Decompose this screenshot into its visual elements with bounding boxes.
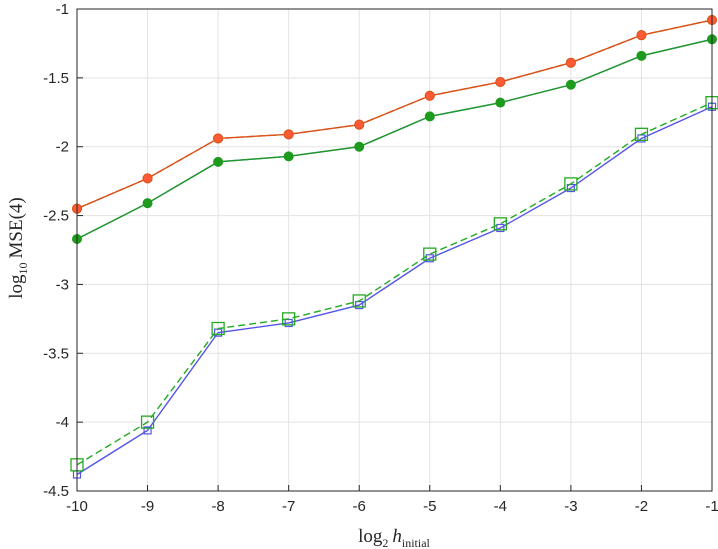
ticks: -10 -9 -8 -7 -6 -5 -4 -3 -2 -1 -4.5 -4 -3.5 -3 -2.5 -2 -… [43, 1, 718, 515]
data-point [493, 217, 507, 231]
y-axis-label: log10 MSE(4) [6, 197, 30, 299]
data-point [140, 415, 155, 429]
x-tick-label: -3 [564, 498, 577, 515]
data-point [423, 247, 437, 261]
data-point [142, 198, 153, 209]
data-point [564, 177, 578, 191]
data-point [142, 173, 153, 184]
series-line [76, 19, 713, 210]
y-tick-label: -3.5 [43, 345, 69, 362]
data-point [352, 294, 366, 308]
x-tick-label: -2 [635, 498, 648, 515]
x-tick-label: -4 [494, 498, 507, 515]
plot-frame [76, 8, 713, 492]
x-tick-label: -7 [282, 498, 295, 515]
data-point [143, 426, 152, 435]
y-tick-label: -4.5 [43, 483, 69, 500]
data-point [636, 30, 647, 41]
data-point [213, 133, 224, 144]
y-tick-label: -3 [56, 276, 69, 293]
data-point [634, 127, 649, 141]
data-point [495, 97, 506, 108]
y-tick-label: -1 [56, 1, 69, 18]
data-point [565, 57, 576, 68]
series-group [70, 15, 718, 479]
x-tick-label: -6 [353, 498, 366, 515]
series-line [76, 38, 713, 240]
data-point [283, 129, 294, 140]
x-axis-label-log: log [358, 526, 383, 547]
y-tick-label: -2.5 [43, 208, 69, 225]
data-point [211, 321, 225, 336]
data-point [424, 111, 435, 122]
data-point [354, 119, 365, 130]
x-tick-label: -9 [141, 498, 154, 515]
x-tick-label: -10 [66, 498, 88, 515]
x-axis-label-sub: 2 [382, 536, 388, 549]
data-point [495, 76, 506, 87]
series-line [76, 102, 713, 466]
x-axis-label-var-sub: initial [402, 536, 431, 549]
y-axis-label-log: log [6, 274, 27, 299]
data-point [213, 156, 224, 167]
y-tick-label: -1.5 [43, 70, 69, 87]
data-point [496, 223, 505, 233]
y-tick-label: -2 [56, 139, 69, 156]
x-axis-label-var: h [392, 526, 402, 547]
x-axis-label: log2 hinitial [358, 526, 430, 549]
y-axis-label-rest: MSE(4) [6, 197, 27, 258]
x-tick-label: -8 [211, 498, 224, 515]
data-point [565, 79, 576, 90]
x-tick-label: -5 [423, 498, 436, 515]
series-line [76, 106, 713, 476]
data-point [283, 151, 294, 162]
data-point [424, 90, 435, 101]
x-tick-label: -1 [705, 498, 718, 515]
y-tick-label: -4 [56, 414, 69, 431]
y-axis-label-sub: 10 [16, 262, 30, 274]
data-point [354, 141, 365, 152]
data-point [282, 312, 296, 326]
data-point [636, 50, 647, 61]
data-point [425, 254, 434, 263]
